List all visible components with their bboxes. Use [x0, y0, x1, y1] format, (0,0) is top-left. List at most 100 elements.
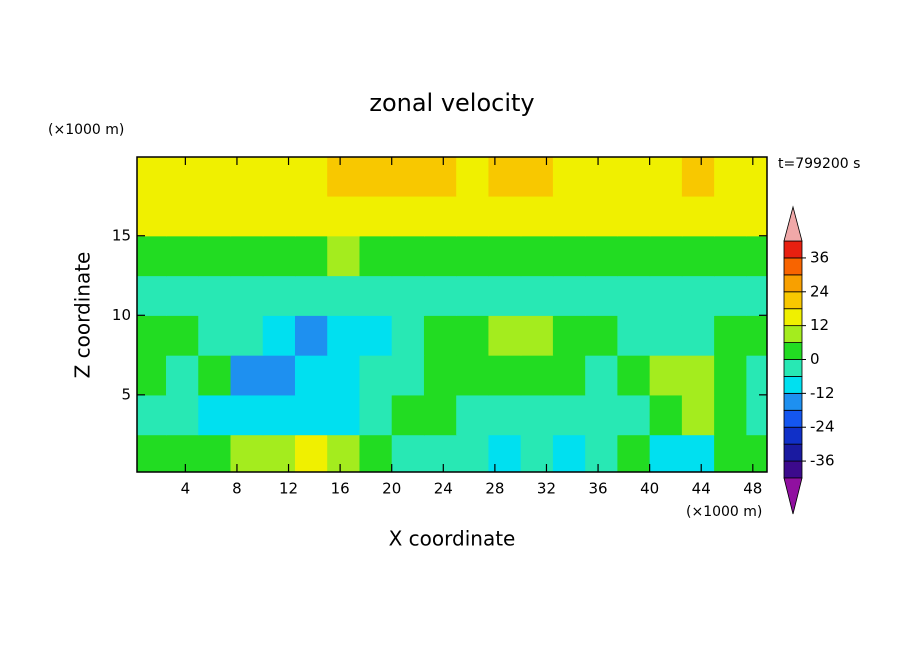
field-cell [230, 315, 264, 356]
y-tick-label: 15 [112, 226, 131, 244]
field-cell [294, 235, 328, 277]
field-cell [198, 315, 232, 356]
field-cell [198, 434, 232, 472]
field-cell [456, 195, 490, 237]
x-tick-label: 8 [232, 480, 242, 498]
field-cell [391, 235, 425, 277]
field-cell [294, 195, 328, 237]
field-cell [552, 195, 586, 237]
field-cell [552, 434, 586, 472]
field-cell [520, 394, 554, 436]
field-cell [391, 275, 425, 316]
field-cell [585, 195, 618, 237]
y-tick-label: 10 [112, 306, 131, 324]
x-tick-label: 40 [640, 480, 659, 498]
field-cell [198, 235, 232, 277]
field-cell [198, 157, 232, 197]
field-cell [617, 315, 651, 356]
field-cell [359, 275, 393, 316]
field-cell [456, 315, 490, 356]
field-cell [456, 157, 490, 197]
field-cell [359, 394, 393, 436]
field-cell [520, 235, 554, 277]
field-cell [391, 195, 425, 237]
field-cell [166, 275, 199, 316]
field-cell [746, 235, 767, 277]
field-cell [714, 315, 747, 356]
colorbar-tick-label: -36 [810, 452, 835, 470]
field-cell [137, 315, 167, 356]
field-cell [198, 355, 232, 396]
field-cell [423, 157, 457, 197]
field-cell [359, 355, 393, 396]
field-cell [714, 275, 747, 316]
field-cell [359, 157, 393, 197]
field-cell [262, 195, 296, 237]
field-cell [166, 355, 199, 396]
colorbar-box [783, 460, 803, 479]
field-cell [262, 315, 296, 356]
field-cell [230, 195, 264, 237]
colorbar-tick-label: 12 [810, 316, 829, 334]
field-cell [262, 157, 296, 197]
x-tick-label: 16 [331, 480, 350, 498]
field-cell [520, 355, 554, 396]
field-cell [198, 195, 232, 237]
field-cell [681, 434, 715, 472]
field-cell [714, 157, 747, 197]
field-cell [456, 235, 490, 277]
field-cell [520, 315, 554, 356]
field-cell [617, 394, 651, 436]
annotation: t=799200 s [778, 156, 860, 172]
field-cell [681, 157, 715, 197]
field-cell [137, 275, 167, 316]
y-unit: (×1000 m) [48, 122, 124, 138]
field-cell [746, 355, 767, 396]
field-cell [166, 315, 199, 356]
field-cell [166, 434, 199, 472]
field-cell [327, 434, 361, 472]
field-cell [552, 275, 586, 316]
field-cell [262, 235, 296, 277]
field-cell [617, 235, 651, 277]
plot-frame [136, 156, 768, 473]
field-cell [617, 355, 651, 396]
x-tick-label: 44 [692, 480, 711, 498]
colorbar-box [783, 308, 803, 327]
field-cell [552, 235, 586, 277]
x-tick-label: 36 [589, 480, 608, 498]
field-cell [617, 434, 651, 472]
field-cell [488, 355, 522, 396]
field-cell [327, 275, 361, 316]
field-cell [746, 315, 767, 356]
y-tick-label: 5 [121, 385, 131, 403]
colorbar-box [783, 426, 803, 445]
field-cell [585, 315, 618, 356]
field-cell [585, 275, 618, 316]
x-tick-label: 28 [485, 480, 504, 498]
field-cell [391, 355, 425, 396]
field-cell [198, 275, 232, 316]
field-cell [649, 355, 683, 396]
field-cell [391, 434, 425, 472]
field-cell [166, 394, 199, 436]
field-cell [230, 434, 264, 472]
field-cell [423, 235, 457, 277]
y-axis-title: Z coordinate [71, 252, 95, 379]
field-cell [617, 195, 651, 237]
field-cell [327, 235, 361, 277]
colorbar-extend-high [783, 205, 803, 242]
field-cell [327, 157, 361, 197]
field-cell [423, 434, 457, 472]
field-cell [488, 275, 522, 316]
field-cell [746, 434, 767, 472]
field-cell [714, 434, 747, 472]
colorbar-box [783, 240, 803, 259]
field-cell [649, 315, 683, 356]
field-cell [681, 315, 715, 356]
field-cell [359, 195, 393, 237]
field-cell [520, 195, 554, 237]
colorbar-tick-label: -12 [810, 384, 835, 402]
colorbar-tick-label: 36 [810, 248, 829, 266]
